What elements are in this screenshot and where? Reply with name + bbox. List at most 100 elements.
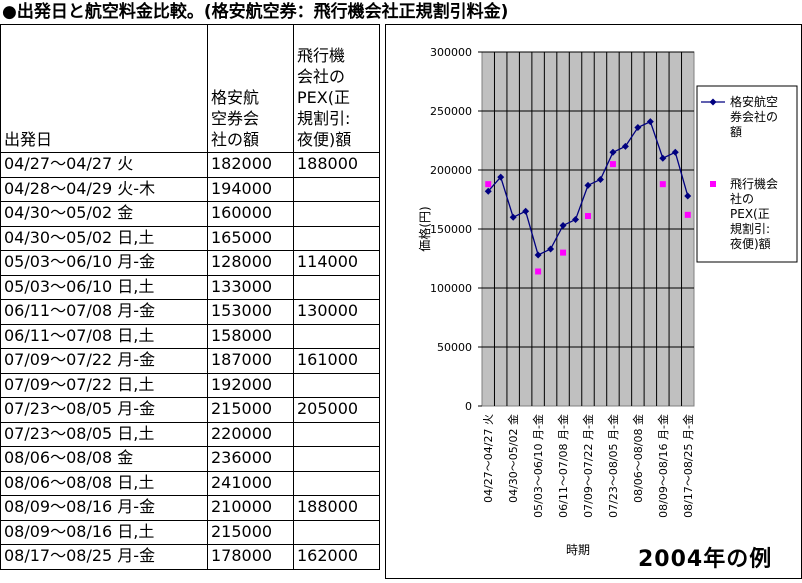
table-cell: 188000 xyxy=(297,155,359,173)
x-tick-label: 08/09〜08/16 月-金 xyxy=(656,414,670,518)
example-year-label: 2004年の例 xyxy=(638,547,773,572)
table-cell: 187000 xyxy=(211,351,273,369)
table-cell: 08/09〜08/16 日,土 xyxy=(4,522,155,541)
table-cell: 130000 xyxy=(297,302,359,320)
legend-label: 夜便)額 xyxy=(730,236,771,251)
y-tick-label: 100000 xyxy=(430,282,472,295)
table-cell: 07/09〜07/22 月-金 xyxy=(4,351,156,369)
table-cell: 220000 xyxy=(211,424,273,443)
data-point xyxy=(535,268,542,275)
data-point xyxy=(547,245,555,253)
table-cell: 08/09〜08/16 月-金 xyxy=(4,498,156,516)
x-tick-label: 05/03〜06/10 月-金 xyxy=(531,414,545,518)
data-point xyxy=(659,181,666,188)
data-point xyxy=(609,161,616,168)
table-cell: 194000 xyxy=(211,179,273,198)
x-tick-label-group: 07/23〜08/05 月-金 xyxy=(606,414,620,518)
legend-marker xyxy=(709,98,717,106)
table-cell: 162000 xyxy=(297,547,359,565)
y-tick-label: 50000 xyxy=(437,341,472,354)
table-cell: 133000 xyxy=(211,277,273,296)
table-cell: 153000 xyxy=(211,302,273,320)
x-tick-label-group: 08/09〜08/16 月-金 xyxy=(656,414,670,518)
table-header: 飛行機 会社の PEX(正 規割引: 夜便)額 xyxy=(297,46,352,149)
table-row-divider xyxy=(0,372,380,374)
y-axis-title: 価格(円) xyxy=(417,206,432,251)
legend-box xyxy=(696,85,798,263)
x-axis-title: 時期 xyxy=(566,543,590,557)
table-cell: 192000 xyxy=(211,375,273,394)
fare-table: 出発日 格安航 空券会 社の額 飛行機 会社の PEX(正 規割引: 夜便)額 04/… xyxy=(0,24,381,579)
table-row-divider xyxy=(0,495,380,496)
data-point xyxy=(646,118,654,126)
data-point xyxy=(509,213,517,221)
table-row-divider xyxy=(0,519,380,521)
data-point xyxy=(522,207,530,215)
table-cell: 04/27〜04/27 火 xyxy=(4,155,134,173)
data-point xyxy=(572,216,580,224)
table-header: 出発日 xyxy=(4,130,53,149)
legend-label: 額 xyxy=(730,125,742,139)
legend-label: 格安航空 xyxy=(730,94,778,109)
chart-area: 0 50000 100000 150000 200000 250000 300000 04/2… xyxy=(385,24,802,579)
data-point xyxy=(484,187,492,195)
table-row-divider xyxy=(0,446,380,447)
table-cell: 04/28〜04/29 火-木 xyxy=(4,179,156,198)
table-column-divider xyxy=(379,24,380,569)
table-cell: 188000 xyxy=(297,498,359,516)
table-cell: 07/23〜08/05 月-金 xyxy=(4,400,156,418)
page-title: ●出発日と航空料金比較。(格安航空券：飛行機会社正規割引料金) xyxy=(2,2,509,22)
table-cell: 04/30〜05/02 日,土 xyxy=(4,228,155,247)
table-row-divider xyxy=(0,421,380,423)
data-point xyxy=(485,181,492,188)
table-cell: 161000 xyxy=(297,351,359,369)
table-cell: 07/09〜07/22 日,土 xyxy=(4,375,155,394)
data-point xyxy=(621,142,629,150)
fare-line-chart: 0 50000 100000 150000 200000 250000 300000 04/2… xyxy=(385,24,802,579)
data-point xyxy=(684,211,691,218)
data-point xyxy=(671,148,679,156)
table-cell: 205000 xyxy=(297,400,359,418)
table-cell: 236000 xyxy=(211,449,273,467)
x-tick-label-group: 08/06〜08/08 金 xyxy=(631,414,645,503)
data-point xyxy=(559,221,567,229)
x-tick-label: 08/17〜08/25 月-金 xyxy=(681,414,695,518)
legend-label: PEX(正 xyxy=(730,207,770,221)
data-point xyxy=(560,249,567,256)
table-cell: 215000 xyxy=(211,400,273,418)
table-cell: 06/11〜07/08 日,土 xyxy=(4,326,155,345)
table-cell: 128000 xyxy=(211,253,273,271)
data-point xyxy=(534,251,542,259)
table-cell: 05/03〜06/10 月-金 xyxy=(4,253,156,271)
x-tick-label: 04/30〜05/02 金 xyxy=(506,414,520,503)
y-tick-label: 300000 xyxy=(430,46,472,59)
table-row-divider xyxy=(0,176,380,178)
data-point xyxy=(497,173,505,181)
table-cell: 158000 xyxy=(211,326,273,345)
x-tick-label: 07/23〜08/05 月-金 xyxy=(606,414,620,518)
table-cell: 08/06〜08/08 金 xyxy=(4,449,134,467)
legend-label: 規割引: xyxy=(730,221,770,236)
x-tick-label: 04/27〜04/27 火 xyxy=(482,414,495,503)
x-tick-label: 07/09〜07/22 月-金 xyxy=(581,414,595,518)
table-row-divider xyxy=(0,225,380,227)
table-cell: 165000 xyxy=(211,228,273,247)
table-column-divider xyxy=(0,24,1,569)
y-tick-label: 150000 xyxy=(430,223,472,236)
data-point xyxy=(634,124,642,132)
x-tick-label-group: 06/11〜07/08 月-金 xyxy=(556,414,570,518)
data-point xyxy=(596,175,604,183)
table-cell: 07/23〜08/05 日,土 xyxy=(4,424,155,443)
table-row-divider xyxy=(0,250,380,251)
y-axis-title-group: 価格(円) xyxy=(417,206,432,251)
table-cell: 04/30〜05/02 金 xyxy=(4,204,134,222)
table-row-divider xyxy=(0,397,380,398)
table-row-divider xyxy=(0,348,380,349)
x-tick-label-group: 04/27〜04/27 火 xyxy=(482,414,495,503)
table-border-top xyxy=(0,24,380,25)
y-tick-label: 200000 xyxy=(430,164,472,177)
table-row-divider xyxy=(0,299,380,300)
table-cell: 05/03〜06/10 日,土 xyxy=(4,277,155,296)
x-tick-label: 06/11〜07/08 月-金 xyxy=(556,414,570,518)
table-cell: 114000 xyxy=(297,253,359,271)
